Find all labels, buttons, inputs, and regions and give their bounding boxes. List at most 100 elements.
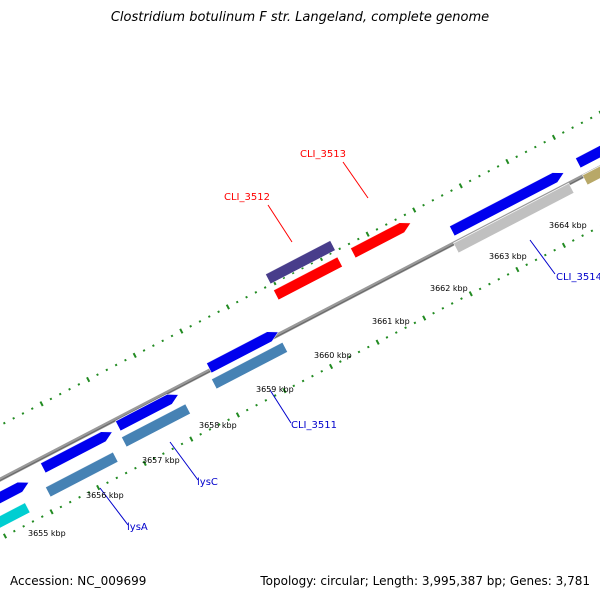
outer-tick [161,339,165,343]
cds-arrow-highlight [350,222,400,249]
leader-line [169,441,199,481]
cds-arrow [582,165,600,186]
outer-tick [543,140,546,144]
cds-arrow-highlight [0,502,26,517]
inner-tick [488,282,491,286]
outer-tick [561,131,565,134]
inner-tick [282,387,287,394]
tick-label: 3657 kbp [142,456,180,465]
cds-arrow-highlight [453,182,570,244]
outer-tick [458,183,463,189]
outer-tick [114,363,118,367]
inner-tick [394,331,398,334]
tick-label: 3663 kbp [489,252,527,261]
outer-tick [403,213,407,217]
gene-label: CLI_3512 [224,192,270,203]
outer-tick [589,116,593,120]
map-title: Clostridium botulinum F str. Langeland, … [110,10,490,25]
inner-tick [152,457,156,460]
inner-tick [273,394,277,397]
inner-tick [441,306,445,310]
outer-tick [580,121,584,125]
outer-tick [179,328,184,334]
inner-tick [49,509,54,515]
outer-tick [384,223,388,226]
outer-tick [412,207,417,213]
outer-tick [440,194,444,197]
outer-tick [394,218,397,222]
outer-tick [39,401,44,407]
outer-tick [505,158,510,165]
outer-tick [77,383,81,386]
inner-tick [348,355,352,359]
outer-tick [375,228,379,231]
inner-tick [142,460,147,467]
inner-tick [450,302,454,305]
outer-tick [254,291,258,294]
outer-tick [496,165,500,168]
inner-tick [217,423,221,426]
outer-tick [450,189,453,192]
outer-tick [365,231,370,237]
outer-tick [356,237,360,241]
inner-tick [468,291,473,297]
cds-arrow-highlight [265,239,331,275]
inner-tick [366,345,370,349]
inner-tick [227,418,230,422]
inner-tick [162,452,165,455]
map-labels: 3655 kbp 3656 kbp 3657 kbp 3658 kbp 3659 kbp… [28,149,600,538]
inner-tick [422,315,427,321]
inner-tick [432,311,435,315]
inner-tick [59,505,63,509]
inner-tick [22,524,25,528]
cds-arrow-highlight [582,165,600,176]
tick-label: 3662 kbp [430,284,468,293]
inner-tick [534,258,538,262]
cds-arrow [0,502,31,529]
gene-label: CLI_3511 [291,420,337,431]
cds-arrow-highlight [206,331,268,364]
cds-arrow-highlight [449,172,553,227]
tick-label: 3658 kbp [199,421,237,430]
outer-tick [189,324,192,328]
cds-arrow [350,222,412,259]
outer-tick [338,247,342,251]
inner-tick [124,471,128,475]
outer-tick [515,155,519,159]
accession-text: Accession: NC_009699 [10,574,147,588]
outer-tick [207,315,211,318]
outer-tick [96,373,99,377]
leader-line [99,487,129,526]
leader-line [529,239,556,275]
cds-arrow-highlight [0,481,18,492]
tick-label: 3655 kbp [28,529,66,538]
genome-summary-text: Topology: circular; Length: 3,995,387 bp… [260,574,590,588]
outer-tick [86,376,91,383]
outer-tick [30,407,34,410]
outer-tick [551,134,556,141]
label-leader-lines [99,161,556,526]
leader-line [267,204,293,243]
inner-tick [264,399,268,402]
outer-tick [235,300,239,304]
cds-arrow-highlight [273,256,338,291]
inner-tick [40,515,44,518]
inner-tick [87,491,91,494]
outer-tick [422,203,425,207]
outer-tick [142,349,146,352]
outer-tick [21,412,25,415]
inner-tick [189,436,194,442]
inner-tick [134,466,137,470]
cds-arrow [0,481,30,504]
inner-tick [404,326,407,330]
inner-tick [235,412,240,418]
outer-tick [245,295,248,299]
tick-label: 3656 kbp [86,491,124,500]
inner-tick [199,432,202,436]
outer-tick [487,169,491,173]
cds-arrow-highlight [211,341,283,380]
inner-tick [525,263,529,267]
outer-tick [347,242,351,246]
inner-tick [339,360,342,363]
